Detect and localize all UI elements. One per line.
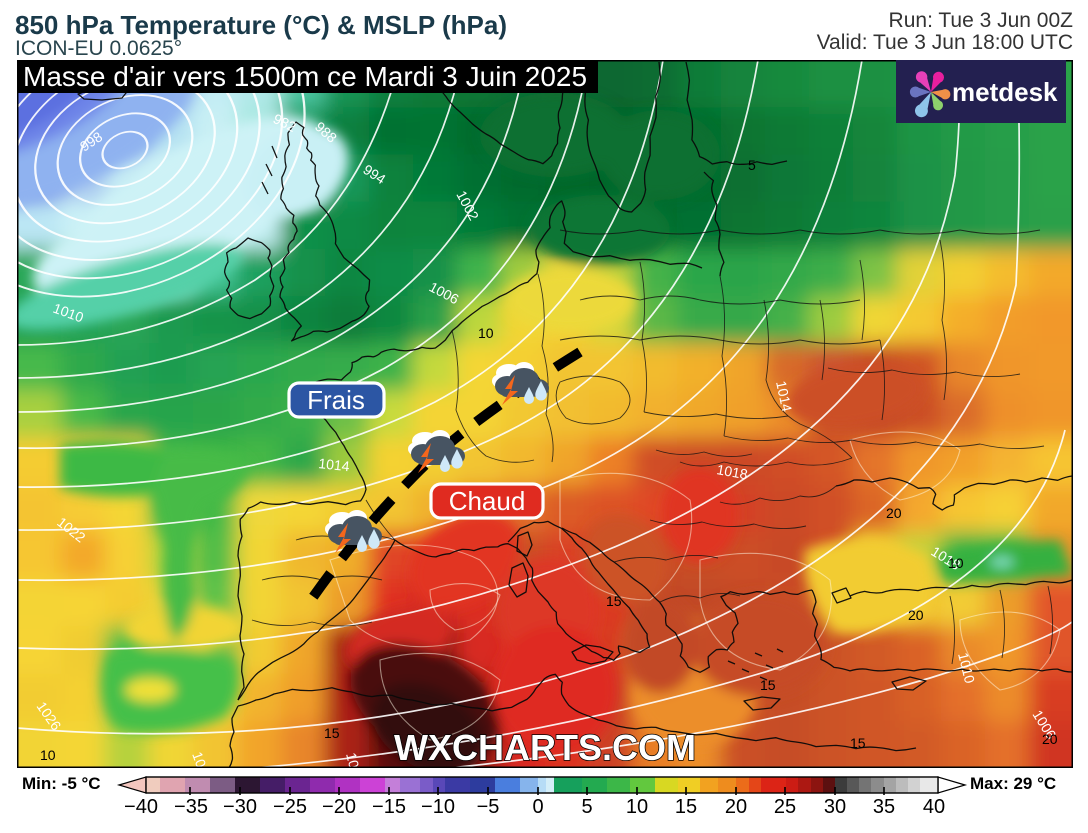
svg-text:15: 15 <box>324 725 340 741</box>
svg-text:10: 10 <box>40 747 56 763</box>
svg-text:1010: 1010 <box>343 751 366 768</box>
svg-text:Chaud: Chaud <box>449 486 526 516</box>
svg-text:15: 15 <box>606 593 622 609</box>
svg-text:1014: 1014 <box>318 455 351 474</box>
svg-text:WXCHARTS.COM: WXCHARTS.COM <box>394 727 696 768</box>
svg-text:15: 15 <box>850 735 866 751</box>
svg-text:1010: 1010 <box>955 651 978 685</box>
svg-text:20: 20 <box>886 505 902 521</box>
svg-text:10: 10 <box>948 555 964 571</box>
svg-text:15: 15 <box>760 677 776 693</box>
svg-text:5: 5 <box>748 157 756 173</box>
svg-text:metdesk: metdesk <box>952 77 1058 107</box>
svg-text:Frais: Frais <box>307 385 365 415</box>
svg-text:1018: 1018 <box>715 461 749 482</box>
svg-text:20: 20 <box>1042 731 1058 747</box>
svg-text:10: 10 <box>478 325 494 341</box>
svg-text:1014: 1014 <box>773 379 795 413</box>
svg-text:20: 20 <box>908 607 924 623</box>
